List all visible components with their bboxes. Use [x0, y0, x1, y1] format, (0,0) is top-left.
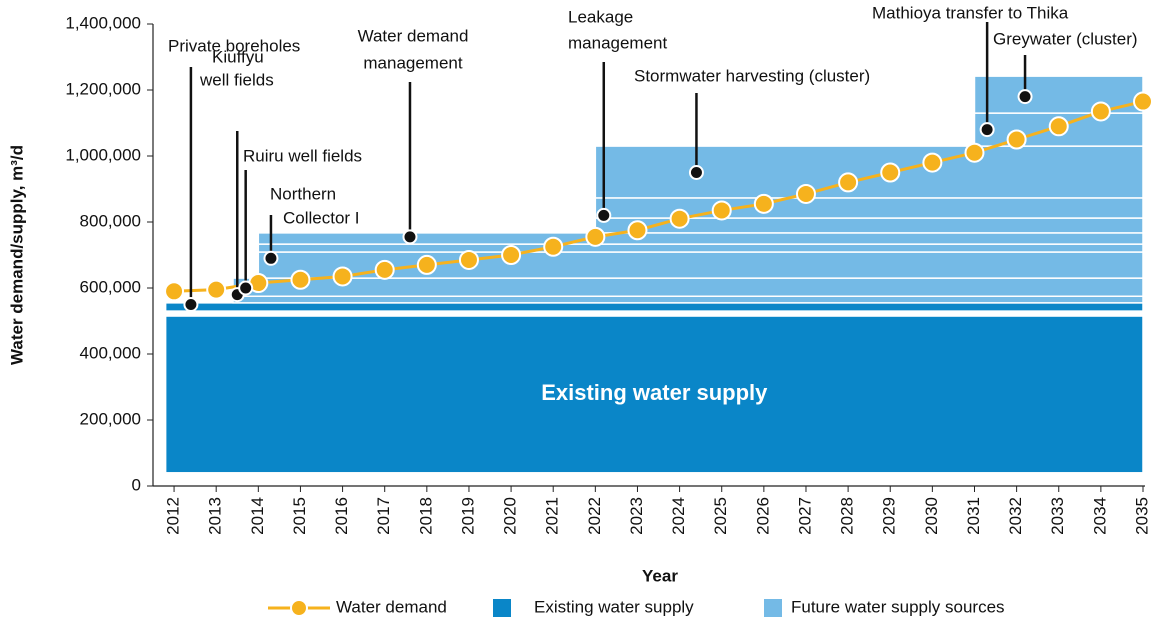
y-tick-label: 1,000,000 — [65, 145, 141, 164]
x-tick-label: 2033 — [1048, 497, 1067, 535]
annotation-label: Collector I — [283, 208, 360, 227]
legend-swatch — [493, 599, 511, 617]
annotation-label: management — [363, 53, 463, 72]
existing-supply-block — [164, 315, 1144, 474]
legend-label: Future water supply sources — [791, 597, 1005, 616]
x-tick-label: 2026 — [753, 497, 772, 535]
annotation-dot — [979, 122, 995, 138]
demand-point — [1090, 101, 1111, 122]
annotation-dot — [238, 280, 254, 296]
annotation-label: Ruiru well fields — [243, 146, 362, 165]
future-supply-block — [257, 251, 1144, 279]
y-tick-label: 1,400,000 — [65, 13, 141, 32]
x-tick-label: 2025 — [711, 497, 730, 535]
annotation-label: Greywater (cluster) — [993, 29, 1138, 48]
demand-point — [501, 245, 522, 265]
x-tick-label: 2032 — [1006, 497, 1025, 535]
demand-point — [880, 162, 901, 183]
x-tick-label: 2017 — [374, 497, 393, 535]
demand-point — [458, 249, 479, 270]
y-tick-label: 0 — [132, 475, 141, 494]
annotation-label: Private boreholes — [168, 36, 300, 55]
demand-point — [416, 254, 437, 275]
existing-supply-block — [164, 302, 1144, 312]
demand-point — [164, 281, 185, 302]
x-tick-label: 2034 — [1090, 497, 1109, 535]
x-tick-label: 2024 — [669, 497, 688, 535]
demand-point — [206, 279, 227, 300]
x-tick-label: 2013 — [206, 497, 225, 535]
y-axis-title: Water demand/supply, m³/d — [7, 145, 26, 365]
x-tick-label: 2012 — [164, 497, 183, 535]
x-axis-title: Year — [642, 566, 678, 585]
annotation-label: Mathioya transfer to Thika — [872, 3, 1069, 22]
demand-point — [711, 200, 732, 221]
y-tick-label: 800,000 — [80, 211, 141, 230]
future-supply-block — [232, 295, 1144, 304]
demand-point — [1133, 91, 1153, 112]
annotation-label: well fields — [199, 70, 274, 89]
x-tick-label: 2018 — [416, 497, 435, 535]
y-tick-label: 1,200,000 — [65, 79, 141, 98]
x-tick-label: 2023 — [627, 497, 646, 535]
y-tick-label: 600,000 — [80, 277, 141, 296]
x-tick-label: 2030 — [922, 497, 941, 535]
demand-point — [290, 269, 311, 290]
annotation-label: Kiuffyu — [212, 47, 264, 66]
annotation-dot — [183, 297, 199, 312]
future-supply-block — [257, 243, 1144, 253]
x-tick-label: 2019 — [458, 497, 477, 535]
x-tick-label: 2031 — [964, 497, 983, 535]
annotation-dot — [402, 229, 418, 245]
future-supply-block — [594, 145, 1144, 199]
annotation-label: management — [568, 33, 668, 52]
annotation-label: Northern — [270, 184, 336, 203]
future-supply-block — [232, 277, 1144, 298]
legend-swatch — [764, 599, 782, 617]
demand-point — [1048, 116, 1069, 137]
demand-point — [585, 226, 606, 247]
x-tick-label: 2020 — [501, 497, 520, 535]
y-tick-label: 400,000 — [80, 343, 141, 362]
legend-label: Water demand — [336, 597, 447, 616]
annotation-label: Leakage — [568, 7, 633, 26]
annotation-dot — [1017, 89, 1033, 105]
demand-point — [922, 152, 943, 173]
demand-point — [964, 142, 985, 163]
x-tick-label: 2016 — [332, 497, 351, 535]
demand-point — [627, 220, 648, 241]
future-supply-block — [257, 232, 1144, 245]
demand-point — [669, 208, 690, 229]
annotation-label: Water demand — [358, 26, 469, 45]
legend-dot — [290, 599, 308, 617]
x-tick-label: 2029 — [880, 497, 899, 535]
x-tick-label: 2028 — [838, 497, 857, 535]
demand-point — [332, 266, 353, 287]
demand-point — [838, 172, 859, 193]
x-tick-label: 2014 — [248, 497, 267, 535]
annotation-dot — [596, 207, 612, 223]
annotation-dot — [263, 250, 279, 266]
x-tick-label: 2035 — [1132, 497, 1151, 535]
annotation-label: Stormwater harvesting (cluster) — [634, 66, 870, 85]
legend-label: Existing water supply — [534, 597, 694, 616]
demand-point — [795, 183, 816, 204]
x-tick-label: 2015 — [290, 497, 309, 535]
demand-point — [753, 193, 774, 214]
demand-point — [374, 259, 395, 280]
x-tick-label: 2027 — [795, 497, 814, 535]
y-tick-label: 200,000 — [80, 409, 141, 428]
demand-point — [1006, 129, 1027, 150]
x-tick-label: 2021 — [543, 497, 562, 535]
x-tick-label: 2022 — [585, 497, 604, 535]
demand-point — [543, 236, 564, 257]
annotation-dot — [688, 165, 704, 180]
existing-supply-label: Existing water supply — [541, 380, 768, 405]
